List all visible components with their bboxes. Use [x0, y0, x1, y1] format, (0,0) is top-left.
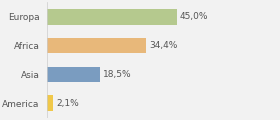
Bar: [47, 38, 146, 54]
Text: 2,1%: 2,1%: [56, 99, 79, 108]
Text: 18,5%: 18,5%: [103, 70, 132, 79]
Bar: [47, 96, 53, 111]
Bar: [47, 9, 177, 24]
Text: 34,4%: 34,4%: [149, 41, 178, 50]
Text: 45,0%: 45,0%: [180, 12, 208, 21]
Bar: [47, 66, 101, 82]
